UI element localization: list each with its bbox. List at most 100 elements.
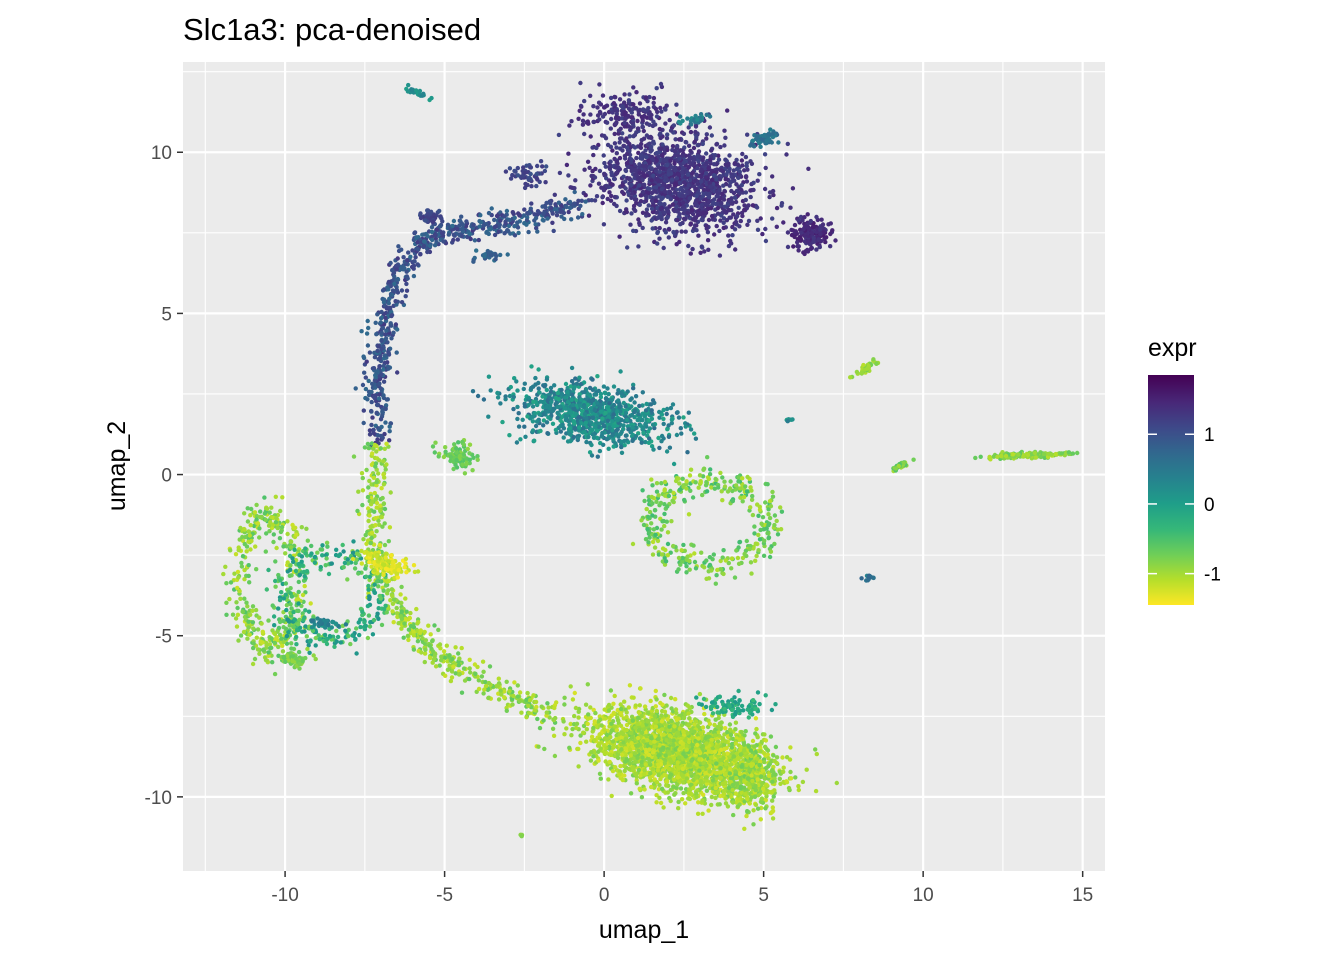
cell-point — [561, 435, 566, 440]
cell-point — [670, 498, 675, 503]
cell-point — [465, 446, 470, 452]
cell-point — [722, 128, 727, 133]
cell-point — [522, 404, 528, 409]
cell-point — [381, 482, 387, 487]
cell-point — [677, 487, 683, 492]
cell-point — [650, 501, 655, 506]
cell-point — [679, 548, 684, 553]
cell-point — [640, 417, 645, 423]
cell-point — [748, 560, 754, 565]
cell-point — [393, 299, 398, 304]
cell-point — [495, 390, 500, 396]
cell-point — [698, 250, 703, 255]
cell-point — [631, 228, 636, 233]
cell-point — [614, 151, 619, 156]
cell-point — [658, 206, 663, 211]
cell-point — [461, 442, 467, 447]
cell-point — [457, 656, 462, 661]
cell-point — [521, 386, 526, 392]
cell-point — [379, 338, 384, 343]
cell-point — [367, 350, 373, 355]
cell-point — [692, 139, 697, 145]
cell-point — [662, 523, 667, 529]
cell-point — [671, 123, 677, 128]
cell-point — [522, 424, 527, 429]
cell-point — [569, 397, 574, 402]
cell-point — [721, 216, 727, 221]
cell-point — [387, 438, 392, 443]
cell-point — [428, 209, 434, 214]
cell-point — [668, 197, 673, 202]
cell-point — [596, 100, 602, 105]
cell-point — [600, 416, 605, 421]
cell-point — [808, 218, 813, 224]
cell-point — [582, 429, 587, 434]
cell-point — [533, 699, 539, 705]
cell-point — [430, 237, 435, 243]
cell-point — [437, 642, 443, 647]
cell-point — [564, 162, 570, 168]
cell-point — [456, 440, 461, 445]
cell-point — [383, 332, 388, 337]
cell-point — [381, 367, 386, 372]
cell-point — [613, 165, 618, 170]
cell-point — [582, 389, 587, 395]
cell-point — [796, 218, 801, 223]
cell-point — [597, 448, 603, 454]
cell-point — [688, 427, 694, 432]
cell-point — [430, 444, 436, 449]
cell-point — [504, 208, 510, 214]
cell-point — [394, 350, 399, 355]
cell-point — [580, 122, 586, 127]
cell-point — [595, 454, 600, 459]
cell-point — [425, 208, 430, 213]
cell-point — [383, 406, 388, 412]
cell-point — [669, 519, 674, 524]
cell-point — [473, 671, 478, 676]
cell-point — [768, 504, 774, 509]
cell-point — [555, 390, 561, 396]
cell-point — [415, 246, 420, 252]
cell-point — [478, 213, 483, 218]
cell-point — [687, 177, 693, 183]
cell-point — [545, 216, 550, 221]
cell-point — [456, 663, 462, 668]
cell-point — [447, 663, 452, 668]
cell-point — [784, 152, 789, 157]
cell-point — [556, 397, 561, 402]
cell-point — [477, 224, 482, 229]
cell-point — [680, 118, 685, 124]
cell-point — [600, 195, 605, 200]
cell-point — [603, 396, 609, 401]
cell-point — [360, 488, 366, 493]
cell-point — [594, 145, 599, 151]
cell-point — [649, 218, 654, 223]
cell-point — [756, 513, 761, 518]
cell-point — [567, 123, 572, 128]
cell-point — [535, 163, 540, 169]
cell-point — [387, 296, 392, 301]
cell-point — [690, 211, 696, 217]
cell-point — [416, 620, 421, 625]
cell-point — [785, 141, 790, 147]
cell-point — [721, 548, 726, 553]
cell-point — [403, 294, 408, 299]
cell-point — [672, 161, 677, 166]
cell-point — [364, 331, 370, 336]
cell-point — [785, 230, 791, 235]
cell-point — [665, 162, 670, 168]
cell-point — [433, 664, 439, 669]
cell-point — [374, 449, 379, 454]
cell-point — [775, 532, 781, 537]
cell-point — [743, 174, 749, 179]
cell-point — [528, 697, 533, 703]
cell-point — [678, 426, 683, 431]
cell-point — [430, 660, 435, 665]
cell-point — [369, 422, 374, 428]
cell-point — [451, 237, 456, 243]
cell-point — [588, 93, 593, 99]
cell-point — [692, 431, 697, 436]
cell-point — [699, 202, 705, 208]
cell-point — [660, 153, 665, 158]
cell-point — [385, 340, 390, 345]
